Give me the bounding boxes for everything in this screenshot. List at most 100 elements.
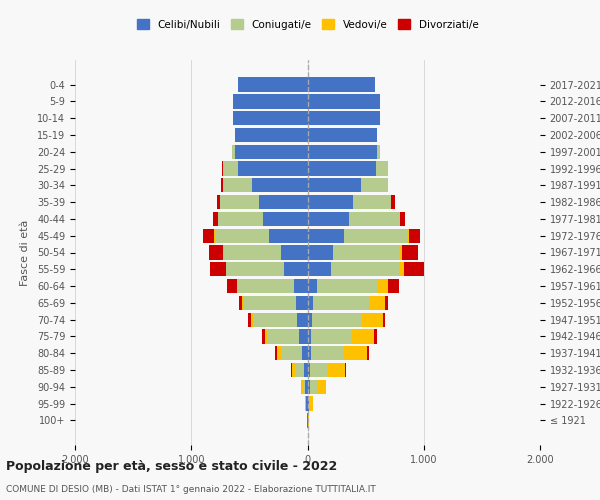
Bar xyxy=(400,262,404,276)
Bar xyxy=(308,380,310,394)
Bar xyxy=(217,195,220,210)
Bar xyxy=(308,279,317,293)
Bar xyxy=(308,228,344,243)
Bar xyxy=(349,212,400,226)
Bar xyxy=(223,162,238,175)
Bar xyxy=(308,162,376,175)
Bar xyxy=(226,262,284,276)
Bar xyxy=(317,279,379,293)
Bar xyxy=(401,246,418,260)
Bar xyxy=(361,178,388,192)
Bar xyxy=(238,279,293,293)
Bar xyxy=(377,144,380,159)
Bar xyxy=(284,262,308,276)
Bar xyxy=(308,212,349,226)
Bar xyxy=(331,262,400,276)
Bar xyxy=(211,262,226,276)
Bar xyxy=(293,279,308,293)
Bar xyxy=(385,296,388,310)
Bar xyxy=(221,178,223,192)
Bar xyxy=(297,312,308,327)
Bar xyxy=(311,346,344,360)
Bar xyxy=(301,380,303,394)
Bar xyxy=(252,178,308,192)
Bar xyxy=(232,144,235,159)
Bar xyxy=(308,178,361,192)
Bar xyxy=(409,228,420,243)
Bar xyxy=(310,380,317,394)
Bar xyxy=(353,195,391,210)
Bar xyxy=(239,296,242,310)
Bar xyxy=(233,111,308,126)
Bar xyxy=(214,212,218,226)
Bar xyxy=(374,330,377,344)
Bar xyxy=(308,346,311,360)
Bar xyxy=(328,363,345,377)
Bar xyxy=(275,346,277,360)
Bar xyxy=(308,396,310,410)
Bar xyxy=(388,279,400,293)
Bar xyxy=(391,195,395,210)
Bar xyxy=(333,246,400,260)
Bar xyxy=(259,195,308,210)
Bar xyxy=(238,162,308,175)
Bar xyxy=(383,312,385,327)
Bar xyxy=(344,346,367,360)
Bar xyxy=(220,195,259,210)
Bar xyxy=(267,330,299,344)
Bar xyxy=(251,312,253,327)
Bar xyxy=(370,296,385,310)
Bar xyxy=(295,363,304,377)
Bar xyxy=(209,246,223,260)
Bar xyxy=(253,312,297,327)
Bar xyxy=(312,312,362,327)
Bar xyxy=(215,228,269,243)
Bar xyxy=(236,279,238,293)
Bar xyxy=(227,279,236,293)
Bar xyxy=(311,330,350,344)
Bar xyxy=(313,296,370,310)
Bar xyxy=(281,346,302,360)
Bar xyxy=(379,279,388,293)
Bar xyxy=(308,363,310,377)
Bar xyxy=(304,363,308,377)
Bar xyxy=(296,296,308,310)
Bar xyxy=(376,162,388,175)
Bar xyxy=(308,128,377,142)
Bar xyxy=(218,212,263,226)
Bar xyxy=(400,246,401,260)
Bar xyxy=(302,346,308,360)
Bar xyxy=(404,262,424,276)
Bar xyxy=(223,178,252,192)
Bar xyxy=(400,212,405,226)
Bar xyxy=(308,78,375,92)
Bar xyxy=(203,228,214,243)
Bar xyxy=(292,363,295,377)
Y-axis label: Fasce di età: Fasce di età xyxy=(20,220,30,286)
Bar xyxy=(233,94,308,108)
Bar xyxy=(308,262,331,276)
Bar xyxy=(317,380,326,394)
Bar xyxy=(350,330,374,344)
Bar xyxy=(265,330,267,344)
Bar xyxy=(242,296,244,310)
Text: COMUNE DI DESIO (MB) - Dati ISTAT 1° gennaio 2022 - Elaborazione TUTTITALIA.IT: COMUNE DI DESIO (MB) - Dati ISTAT 1° gen… xyxy=(6,485,376,494)
Bar xyxy=(238,78,308,92)
Bar xyxy=(367,346,369,360)
Bar xyxy=(235,144,308,159)
Bar xyxy=(310,396,313,410)
Bar xyxy=(224,246,281,260)
Bar xyxy=(308,296,313,310)
Bar xyxy=(308,195,353,210)
Bar xyxy=(277,346,281,360)
Bar xyxy=(308,94,380,108)
Bar xyxy=(307,396,308,410)
Bar xyxy=(281,246,308,260)
Bar xyxy=(407,228,409,243)
Bar xyxy=(262,330,265,344)
Bar xyxy=(308,330,311,344)
Bar xyxy=(308,246,333,260)
Bar xyxy=(299,330,308,344)
Bar xyxy=(235,128,308,142)
Bar xyxy=(303,380,305,394)
